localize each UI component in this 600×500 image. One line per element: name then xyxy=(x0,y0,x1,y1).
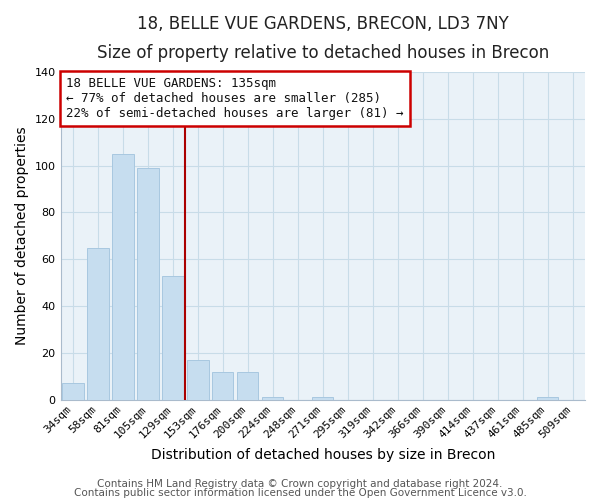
Bar xyxy=(262,398,283,400)
Bar xyxy=(62,383,83,400)
Bar xyxy=(187,360,209,400)
Bar xyxy=(312,398,334,400)
Bar xyxy=(237,372,259,400)
Text: Contains public sector information licensed under the Open Government Licence v3: Contains public sector information licen… xyxy=(74,488,526,498)
Y-axis label: Number of detached properties: Number of detached properties xyxy=(15,126,29,345)
Bar xyxy=(537,398,558,400)
X-axis label: Distribution of detached houses by size in Brecon: Distribution of detached houses by size … xyxy=(151,448,495,462)
Bar xyxy=(112,154,134,400)
Bar xyxy=(137,168,158,400)
Bar xyxy=(88,248,109,400)
Bar xyxy=(163,276,184,400)
Text: 18 BELLE VUE GARDENS: 135sqm
← 77% of detached houses are smaller (285)
22% of s: 18 BELLE VUE GARDENS: 135sqm ← 77% of de… xyxy=(66,77,403,120)
Bar xyxy=(212,372,233,400)
Text: Contains HM Land Registry data © Crown copyright and database right 2024.: Contains HM Land Registry data © Crown c… xyxy=(97,479,503,489)
Title: 18, BELLE VUE GARDENS, BRECON, LD3 7NY
Size of property relative to detached hou: 18, BELLE VUE GARDENS, BRECON, LD3 7NY S… xyxy=(97,15,549,62)
